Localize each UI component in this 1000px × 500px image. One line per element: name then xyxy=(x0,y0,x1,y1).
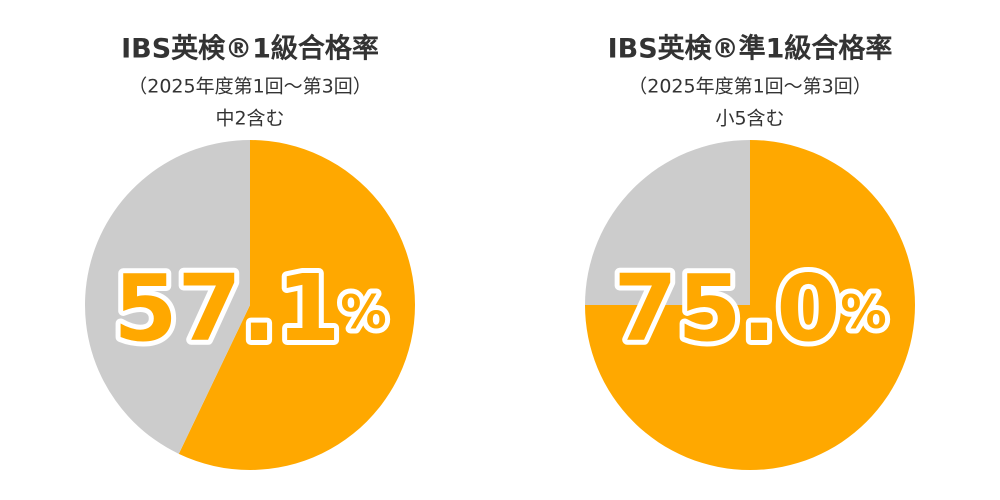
subtitle: （2025年度第1回〜第3回） xyxy=(128,76,372,98)
value-unit: % xyxy=(340,285,386,339)
chart-title: IBS英検®1級合格率 xyxy=(121,33,379,65)
pie-slice xyxy=(585,140,750,305)
annotation: 中2含む xyxy=(215,108,284,130)
value-number: 75.0 xyxy=(613,255,840,362)
pie-slice xyxy=(84,140,250,454)
subtitle: （2025年度第1回〜第3回） xyxy=(628,76,872,98)
value-label: 57.1% xyxy=(113,255,386,362)
value-unit: % xyxy=(840,285,886,339)
value-number: 57.1 xyxy=(113,255,340,362)
value-label: 75.0% xyxy=(613,255,886,362)
annotation: 小5含む xyxy=(715,108,784,130)
pie-slice xyxy=(178,140,415,470)
chart-title: IBS英検®準1級合格率 xyxy=(608,33,893,65)
